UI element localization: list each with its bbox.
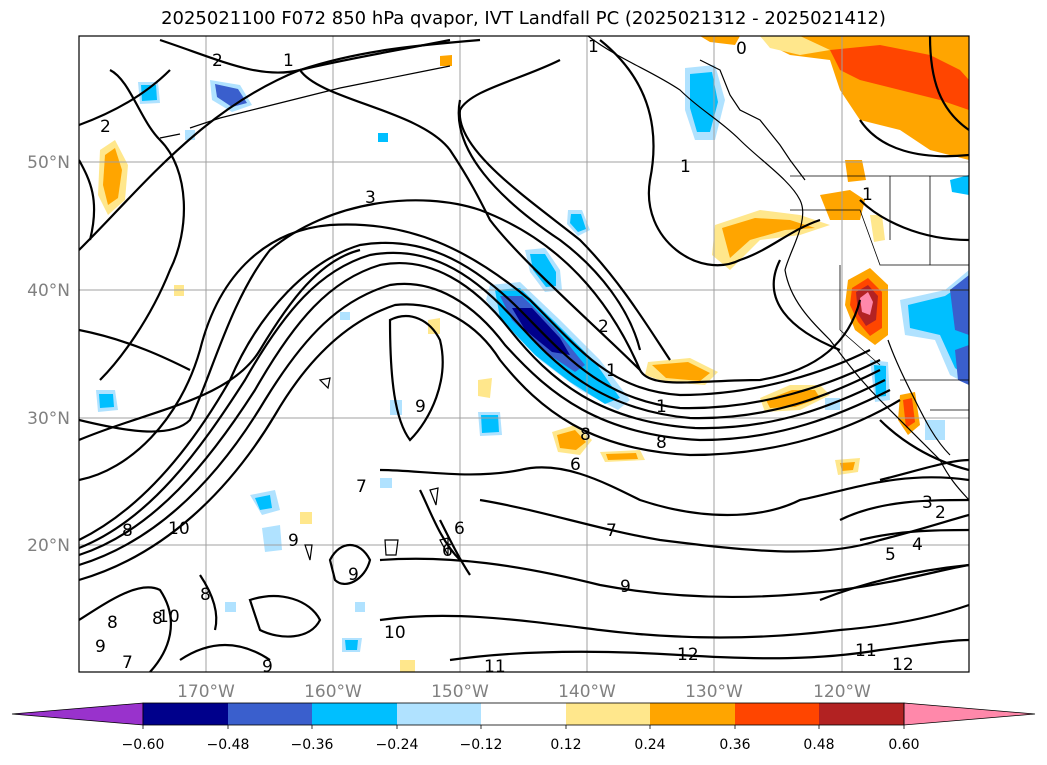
colorbar-swatch <box>650 703 735 725</box>
map-title: 2025021100 F072 850 hPa qvapor, IVT Land… <box>161 8 886 29</box>
colorbar-swatch <box>397 703 481 725</box>
contour-label: 10 <box>158 607 180 627</box>
lat-label: 50°N <box>27 153 70 173</box>
lon-label: 120°W <box>813 682 871 702</box>
contour-label: 6 <box>442 541 453 561</box>
colorbar-tick-label: −0.48 <box>207 737 250 753</box>
contour-label: 1 <box>283 51 294 71</box>
contour-label: 7 <box>356 477 367 497</box>
colorbar-tick-label: 0.60 <box>888 737 919 753</box>
contour-label: 6 <box>570 455 581 475</box>
contour-label: 12 <box>677 645 699 665</box>
colorbar-swatch <box>143 703 228 725</box>
ivt-contours <box>79 36 969 672</box>
colorbar-swatch <box>735 703 819 725</box>
contour-label: 9 <box>288 531 299 551</box>
colorbar-tick-label: 0.48 <box>803 737 834 753</box>
lon-label: 170°W <box>177 682 235 702</box>
grid-lines <box>79 36 969 672</box>
contour-label: 0 <box>736 39 747 59</box>
contour-label: 9 <box>262 657 273 677</box>
borders <box>790 175 969 411</box>
contour-label: 10 <box>384 623 406 643</box>
map-frame <box>78 35 970 673</box>
contour-label: 2 <box>598 317 609 337</box>
coastlines <box>159 36 969 561</box>
latitude-labels: 50°N 40°N 30°N 20°N <box>27 153 70 556</box>
contour-label: 9 <box>348 565 359 585</box>
colorbar-tick-label: 0.12 <box>550 737 581 753</box>
contour-label: 8 <box>152 609 163 629</box>
colorbar-swatch <box>11 702 144 726</box>
map-content: 2 1 2 1 0 3 1 2 1 1 9 8 8 8 6 6 6 7 10 8… <box>79 36 969 677</box>
colorbar-swatch <box>481 703 566 725</box>
lat-label: 30°N <box>27 409 70 429</box>
contour-label: 8 <box>656 433 667 453</box>
colorbar-swatch <box>566 703 650 725</box>
contour-label: 2 <box>212 51 223 71</box>
colorbar-swatch <box>312 703 397 725</box>
lat-label: 40°N <box>27 281 70 301</box>
colorbar-swatch <box>819 703 904 725</box>
contour-labels: 2 1 2 1 0 3 1 2 1 1 9 8 8 8 6 6 6 7 10 8… <box>95 37 946 677</box>
qvapor-anomaly-fill <box>96 36 969 672</box>
colorbar-tick-label: −0.24 <box>376 737 419 753</box>
colorbar-ticks <box>142 725 905 729</box>
contour-label: 11 <box>484 657 506 677</box>
colorbar-outline <box>142 702 905 726</box>
contour-label: 8 <box>107 613 118 633</box>
contour-label: 1 <box>862 185 873 205</box>
contour-label: 9 <box>620 577 631 597</box>
contour-label: 3 <box>922 493 933 513</box>
contour-label: 8 <box>200 585 211 605</box>
contour-label: 9 <box>95 637 106 657</box>
lon-label: 160°W <box>304 682 362 702</box>
contour-label: 7 <box>122 653 133 673</box>
colorbar-tick-label: −0.12 <box>460 737 503 753</box>
contour-label: 3 <box>365 188 376 208</box>
colorbar-swatch <box>228 703 312 725</box>
colorbar: −0.60 −0.48 −0.36 −0.24 −0.12 0.12 0.24 … <box>11 702 1036 753</box>
contour-label: 11 <box>855 641 877 661</box>
contour-label: 5 <box>885 545 896 565</box>
contour-label: 2 <box>100 117 111 137</box>
contour-label: 2 <box>935 503 946 523</box>
lon-label: 150°W <box>431 682 489 702</box>
contour-label: 1 <box>680 157 691 177</box>
colorbar-tick-label: −0.36 <box>291 737 334 753</box>
longitude-labels: 170°W 160°W 150°W 140°W 130°W 120°W <box>177 682 871 702</box>
contour-label: 1 <box>606 361 617 381</box>
contour-label: 12 <box>892 655 914 675</box>
lat-label: 20°N <box>27 536 70 556</box>
map-panel <box>79 36 969 672</box>
contour-label: 4 <box>912 535 923 555</box>
colorbar-swatch <box>903 702 1036 726</box>
lon-label: 140°W <box>558 682 616 702</box>
contour-label: 8 <box>122 521 133 541</box>
colorbar-tick-label: −0.60 <box>122 737 165 753</box>
colorbar-tick-label: 0.24 <box>634 737 665 753</box>
lon-label: 130°W <box>685 682 743 702</box>
contour-label: 7 <box>606 521 617 541</box>
colorbar-tick-label: 0.36 <box>719 737 750 753</box>
contour-label: 1 <box>588 37 599 57</box>
contour-label: 6 <box>454 519 465 539</box>
contour-label: 10 <box>168 519 190 539</box>
contour-label: 9 <box>415 397 426 417</box>
contour-label: 1 <box>656 397 667 417</box>
contour-label: 8 <box>580 425 591 445</box>
